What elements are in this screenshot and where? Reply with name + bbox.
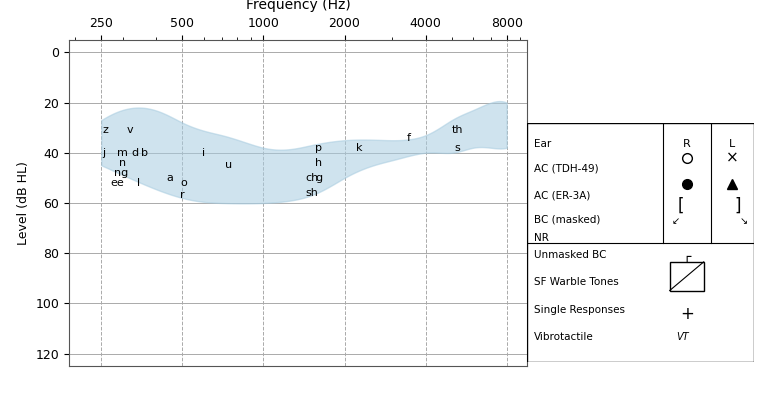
Text: [: [ xyxy=(677,197,684,215)
Text: l: l xyxy=(137,178,140,188)
Bar xyxy=(670,262,704,291)
Text: s: s xyxy=(454,143,460,153)
Title: Frequency (Hz): Frequency (Hz) xyxy=(245,0,351,12)
Text: ×: × xyxy=(726,150,738,166)
Text: p: p xyxy=(315,143,321,153)
Text: ch: ch xyxy=(305,173,318,183)
Text: b: b xyxy=(141,148,148,158)
Text: d: d xyxy=(131,148,138,158)
Text: ]: ] xyxy=(734,197,741,215)
Text: g: g xyxy=(316,173,323,183)
Text: AC (ER-3A): AC (ER-3A) xyxy=(534,190,590,200)
Text: v: v xyxy=(126,125,133,135)
Text: Single Responses: Single Responses xyxy=(534,305,624,315)
Text: u: u xyxy=(225,160,232,170)
Text: AC (TDH-49): AC (TDH-49) xyxy=(534,164,598,174)
Text: m: m xyxy=(117,148,128,158)
Text: o: o xyxy=(180,178,187,188)
Text: NR: NR xyxy=(534,233,548,243)
Text: Ear: Ear xyxy=(534,139,551,149)
Text: th: th xyxy=(451,125,463,135)
Text: ┌: ┌ xyxy=(683,250,691,264)
Text: Unmasked BC: Unmasked BC xyxy=(534,250,606,260)
Y-axis label: Level (dB HL): Level (dB HL) xyxy=(17,161,30,245)
Text: VT: VT xyxy=(676,332,688,342)
Text: R: R xyxy=(683,139,691,149)
Text: Vibrotactile: Vibrotactile xyxy=(534,332,594,342)
Text: L: L xyxy=(729,139,735,149)
Text: r: r xyxy=(180,191,185,201)
Text: f: f xyxy=(407,133,411,143)
Text: h: h xyxy=(315,158,322,168)
Text: ee: ee xyxy=(110,178,124,188)
Text: ↙: ↙ xyxy=(671,216,680,226)
Text: n: n xyxy=(118,158,126,168)
Text: ↘: ↘ xyxy=(739,216,747,226)
Text: j: j xyxy=(102,148,105,158)
Text: z: z xyxy=(102,125,108,135)
Text: k: k xyxy=(356,143,362,153)
Text: i: i xyxy=(201,148,205,158)
Text: a: a xyxy=(166,173,173,183)
Text: ng: ng xyxy=(114,168,128,178)
Text: BC (masked): BC (masked) xyxy=(534,214,600,224)
Text: sh: sh xyxy=(306,188,318,198)
Text: SF Warble Tones: SF Warble Tones xyxy=(534,277,618,287)
Text: +: + xyxy=(680,305,694,323)
